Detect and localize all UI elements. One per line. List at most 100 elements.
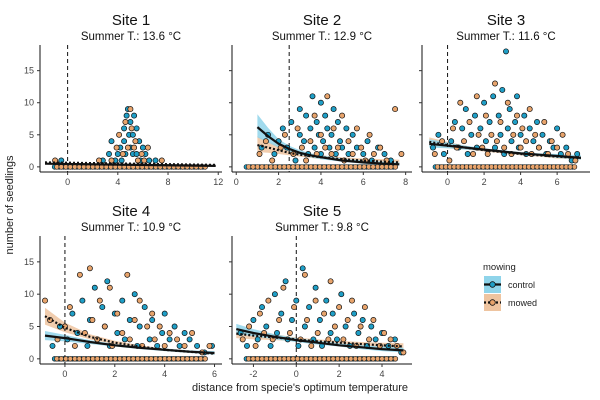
control-point (372, 336, 379, 343)
mowed-point (268, 164, 274, 170)
mowed-point (352, 356, 359, 362)
mowed-point (116, 131, 123, 138)
mowed-point (370, 164, 376, 170)
mowed-point (277, 356, 283, 362)
mowed-point (311, 112, 318, 119)
control-point (136, 323, 143, 330)
mowed-point (153, 356, 159, 362)
control-point (320, 138, 327, 145)
x-tick-label: 2 (482, 177, 487, 187)
control-point (49, 342, 56, 349)
control-point (293, 297, 300, 304)
mowed-point (206, 342, 213, 349)
control-point (530, 138, 537, 145)
mowed-point (361, 304, 368, 311)
panel-site-1: Site 1 Summer T.: 13.6 °C 0 4 8 12 0 5 10 15 (24, 12, 223, 187)
control-point (129, 131, 136, 138)
control-point (301, 138, 307, 145)
control-point (343, 125, 350, 132)
mowed-point (85, 356, 92, 362)
y-tick-label: 10 (24, 289, 34, 299)
control-point (254, 336, 261, 343)
mowed-point (366, 336, 373, 343)
mowed-point (250, 164, 256, 170)
mowed-point (286, 330, 293, 336)
mowed-point (90, 356, 96, 362)
mowed-point (117, 356, 123, 362)
mowed-point (497, 119, 504, 125)
mowed-point (162, 356, 168, 362)
panel-subtitle: Summer T.: 9.8 °C (275, 222, 369, 234)
control-point (159, 330, 166, 336)
mowed-point (470, 151, 477, 157)
mowed-point (559, 131, 566, 138)
control-point (355, 330, 362, 336)
legend-title: mowing (483, 262, 516, 273)
control-point (563, 144, 570, 151)
control-point (351, 310, 358, 317)
mowed-point (245, 164, 252, 170)
panel-site-3: Site 3 Summer T.: 11.6 °C 0 2 4 6 (419, 12, 590, 187)
mowed-point (357, 323, 364, 330)
control-point (435, 131, 442, 138)
mowed-point (131, 144, 138, 151)
control-point (364, 138, 371, 145)
control-point (288, 119, 295, 125)
mowed-point (250, 356, 256, 362)
control-point (271, 291, 278, 298)
mowed-point (277, 164, 283, 170)
mowed-point (136, 297, 143, 304)
control-point (296, 131, 303, 138)
x-tick-label: 0 (62, 369, 67, 379)
mowed-point (343, 356, 350, 362)
mowed-point (304, 317, 310, 323)
mowed-point (312, 356, 318, 362)
control-point (330, 106, 337, 113)
mowed-point (504, 99, 511, 106)
mowed-point (387, 336, 394, 343)
control-point (292, 157, 299, 164)
mowed-point (101, 323, 108, 330)
mowed-point (67, 164, 74, 170)
mowed-point (269, 157, 276, 164)
mowed-point (294, 356, 301, 362)
control-point (526, 125, 533, 132)
mowed-point (131, 317, 138, 323)
mowed-point (67, 356, 74, 362)
x-axis-title: distance from specie's optimum temperatu… (192, 382, 408, 394)
control-point (477, 125, 484, 132)
mowed-point (431, 151, 438, 157)
mowed-point (81, 356, 87, 362)
mowed-point (122, 119, 129, 125)
control-point (149, 317, 156, 323)
mowed-point (535, 144, 542, 151)
control-point (121, 138, 128, 145)
control-point (534, 119, 540, 125)
mowed-point (379, 356, 385, 362)
control-fit-line (44, 162, 216, 167)
mowed-point (72, 164, 78, 170)
mowed-point (349, 297, 355, 304)
control-point (121, 125, 128, 132)
mowed-point (291, 304, 298, 311)
mowed-zero-points (434, 164, 578, 170)
control-point (334, 336, 340, 343)
mowed-point (326, 356, 332, 362)
mowed-point (303, 157, 310, 164)
mowed-point (374, 164, 381, 170)
mowed-point (256, 310, 263, 317)
mowed-point (268, 356, 274, 362)
x-tick-label: 2 (112, 369, 117, 379)
control-point (244, 342, 250, 349)
mowed-point (484, 151, 491, 157)
control-point (69, 310, 76, 317)
mowed-point (126, 356, 132, 362)
x-tick-label: 0 (445, 177, 450, 187)
mowed-point (461, 138, 467, 145)
control-point (514, 93, 520, 100)
control-point (296, 106, 303, 113)
mowed-point (63, 164, 69, 170)
mowed-point (517, 144, 524, 151)
control-point (554, 125, 561, 132)
